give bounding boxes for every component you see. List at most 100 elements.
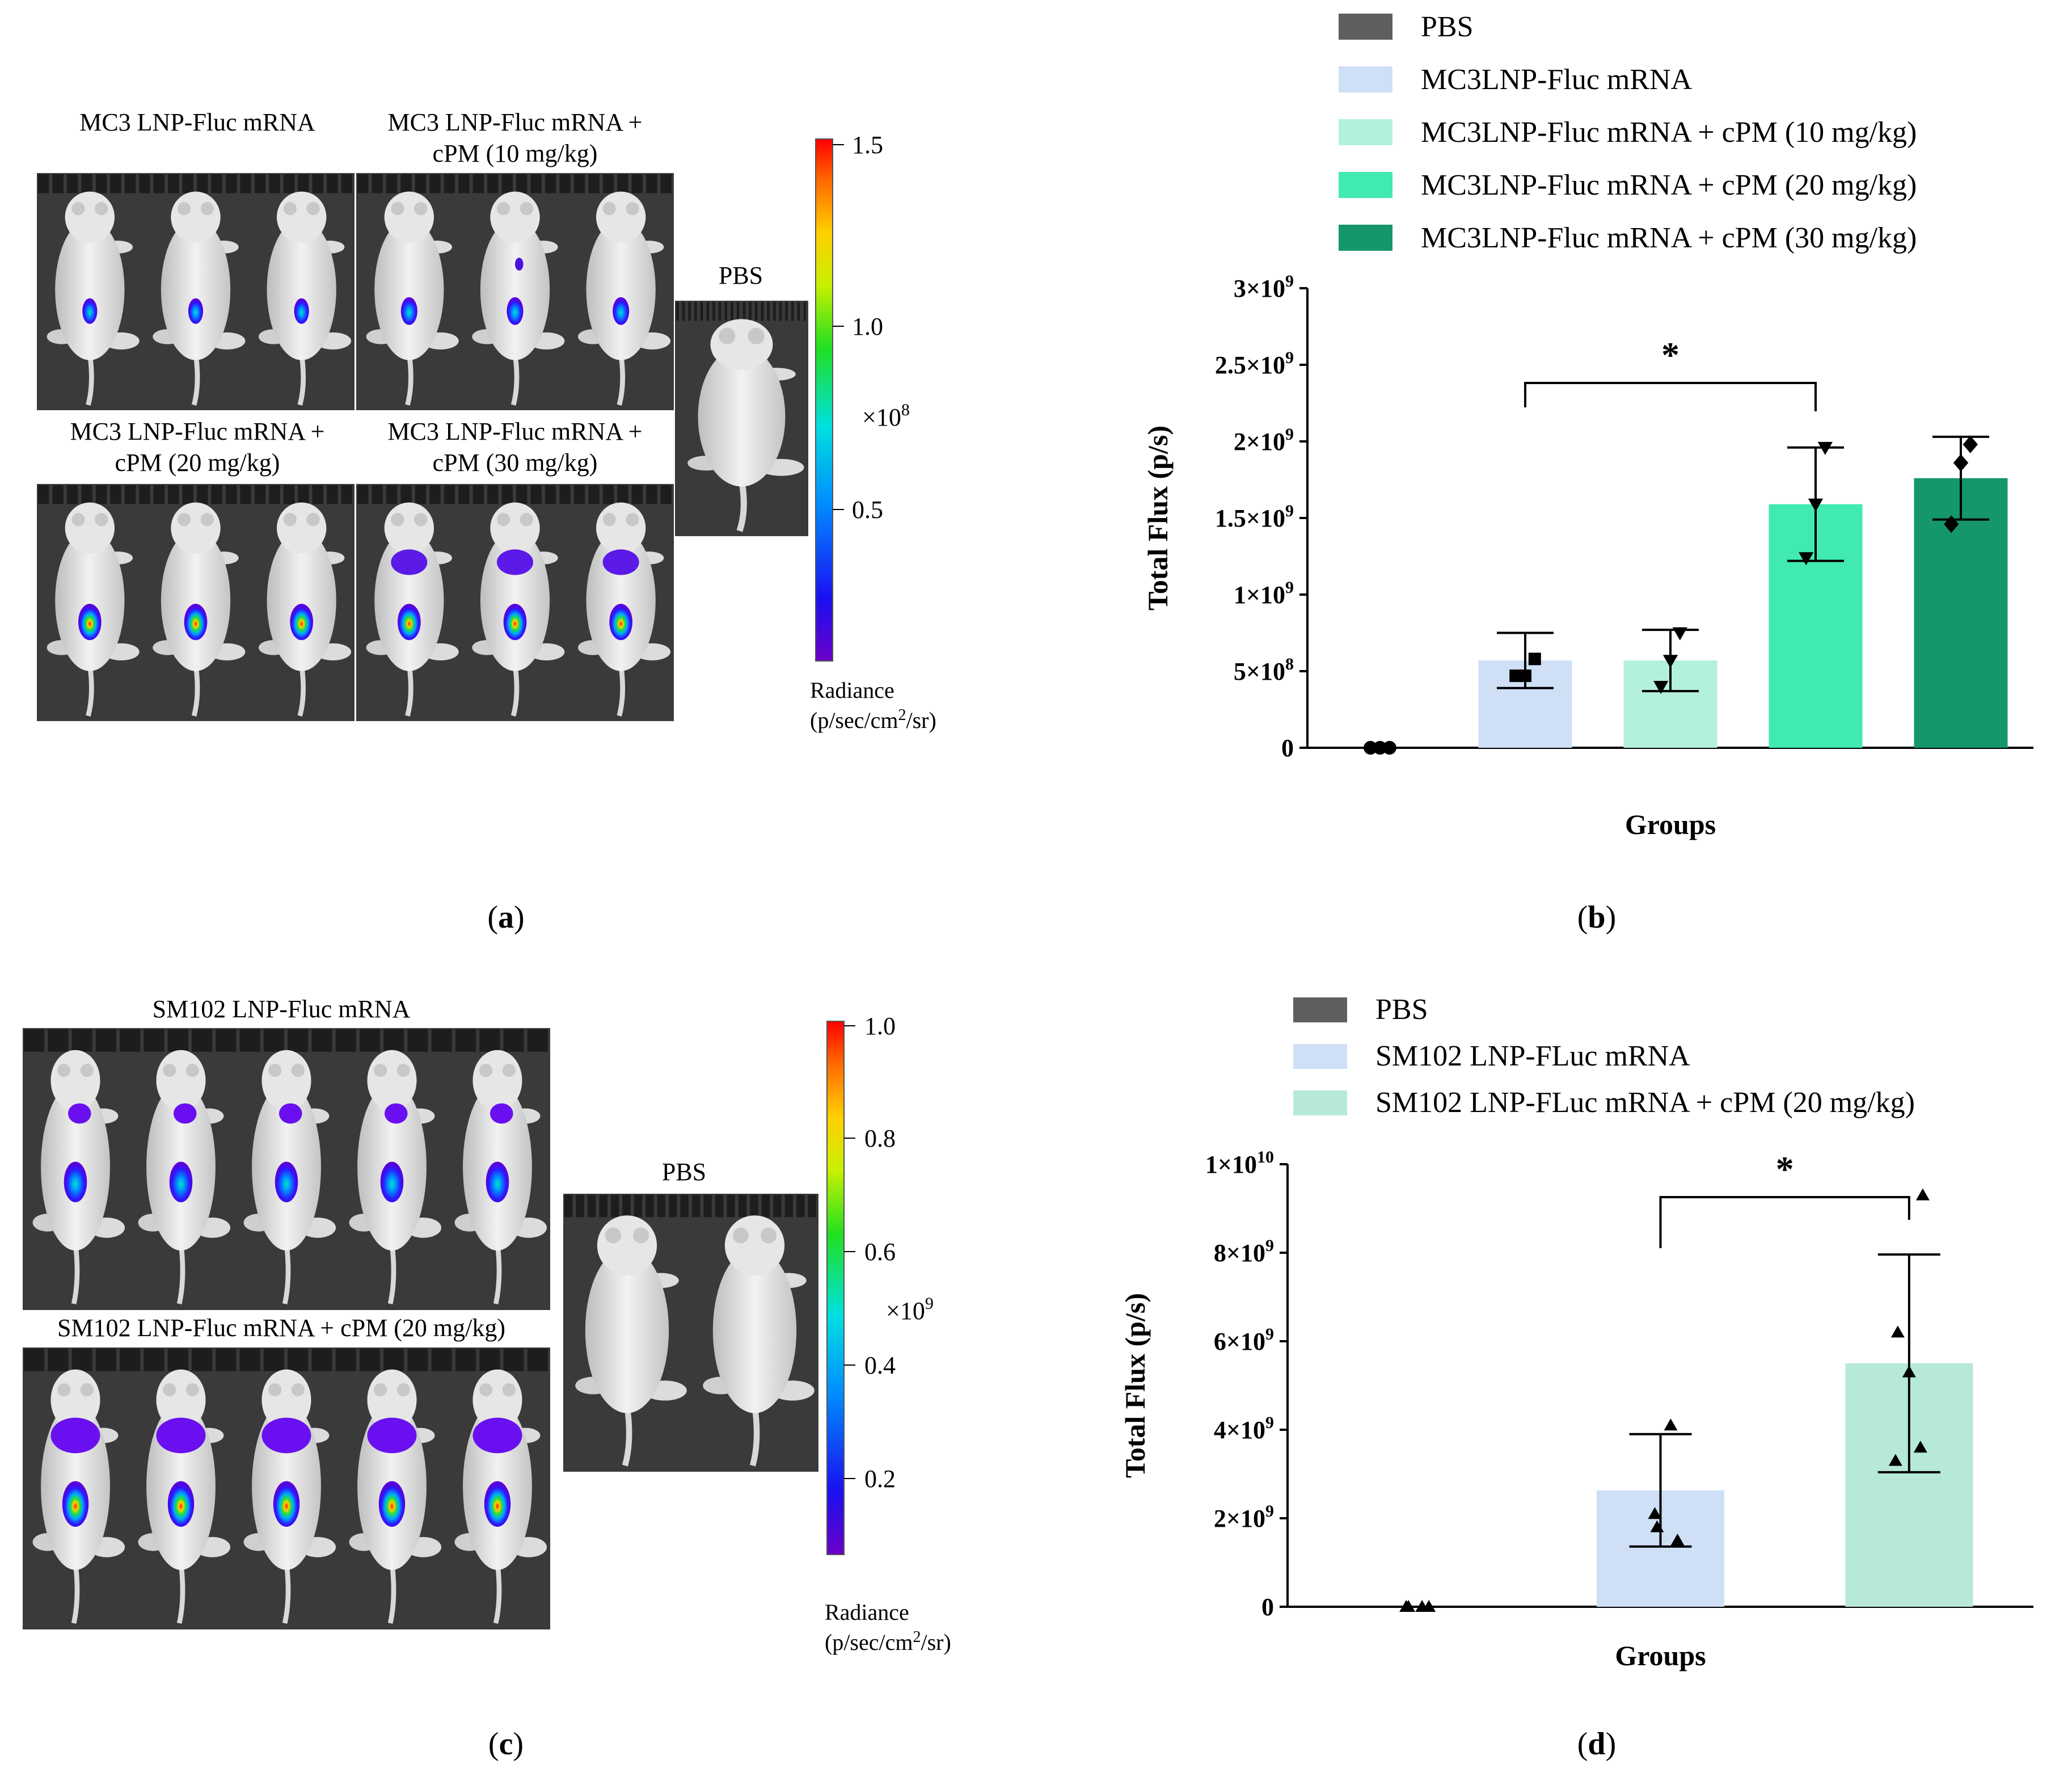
mouse-body (55, 219, 125, 360)
data-point (1808, 498, 1824, 512)
stage-bar (588, 485, 600, 504)
stage-bar (312, 174, 324, 193)
data-point (1890, 1325, 1905, 1338)
bioluminescence-signal (64, 1161, 87, 1203)
mouse (575, 1215, 687, 1467)
stage-bar (211, 485, 222, 504)
mouse-ear (719, 327, 736, 344)
data-point (1902, 1365, 1916, 1378)
stage-bar (66, 485, 78, 504)
colorbar-multiplier: ×108 (862, 401, 910, 431)
bioluminescence-signal (397, 604, 421, 641)
colorbar-tick-label: 0.8 (864, 1125, 896, 1152)
stage-bar (622, 1195, 631, 1218)
mouse (472, 502, 565, 717)
bioluminescence-signal (400, 297, 417, 325)
stage-bar (298, 485, 309, 504)
y-tick-label-exponent: 9 (1285, 348, 1294, 367)
mouse (454, 1050, 547, 1305)
stage-bar (335, 1349, 356, 1371)
stage-bar (750, 1195, 758, 1218)
mouse (47, 191, 140, 406)
stage-bar (240, 174, 251, 193)
stage-bar (95, 485, 107, 504)
mouse-ear (633, 1227, 649, 1244)
stage-bar (211, 174, 222, 193)
stage-bar (472, 485, 484, 504)
stage-bar (796, 1195, 805, 1218)
bioluminescence-signal (391, 549, 428, 575)
significance-bracket (1524, 382, 1817, 411)
stage-bar (573, 485, 585, 504)
colorbar-gradient (815, 138, 833, 662)
mouse-ear (283, 202, 297, 216)
stage-bar (738, 1195, 747, 1218)
stage-bar (52, 485, 64, 504)
data-point (1963, 436, 1978, 453)
stage-bar (197, 174, 208, 193)
y-tick-label-exponent: 8 (1285, 655, 1294, 673)
bioluminescence-signal (62, 1481, 89, 1527)
legend-swatch (1293, 1090, 1347, 1115)
stage-bar (110, 485, 121, 504)
stage-bar (646, 174, 657, 193)
image-label-line: PBS (662, 1158, 706, 1186)
mouse (703, 1215, 815, 1467)
y-tick-label-exponent: 9 (1285, 578, 1294, 597)
bioluminescence-signal (82, 298, 98, 324)
legend-label: MC3LNP-Fluc mRNA + cPM (10 mg/kg) (1421, 116, 1917, 149)
stage-bar (682, 302, 685, 321)
mouse-ear (268, 1383, 282, 1397)
y-tick-label-base: 4×10 (1214, 1416, 1265, 1444)
colorbar-title: Radiance (825, 1599, 909, 1625)
stage-bar (48, 1029, 69, 1052)
data-points (1364, 436, 1978, 755)
bars (1478, 478, 2008, 748)
colorbar: 1.0 0.8 0.6 0.4 0.2 ×109 Radiance (p/sec… (825, 1012, 951, 1655)
y-tick-label-base: 5×10 (1234, 658, 1285, 685)
colorbar-tick-label: 1.0 (864, 1012, 896, 1040)
x-axis-title: Groups (1615, 1640, 1706, 1671)
stage-bar (724, 302, 728, 321)
stage-bar (359, 1349, 381, 1371)
bioluminescence-signal (367, 1417, 417, 1454)
data-point (1653, 681, 1669, 694)
mouse-body (698, 346, 786, 487)
stage-bar (680, 1195, 689, 1218)
stage-bar (779, 302, 782, 321)
stage-bar (646, 485, 657, 504)
stage-bar (139, 485, 150, 504)
data-point (1528, 652, 1541, 666)
stage-bar (503, 1029, 524, 1052)
mouse-ear (602, 513, 616, 527)
stage-bar (599, 1195, 607, 1218)
stage-bar (444, 485, 455, 504)
mouse-body (585, 1248, 669, 1413)
stage-bar (283, 174, 295, 193)
stage-bar (516, 485, 528, 504)
mouse (687, 319, 804, 532)
stage-bar (48, 1349, 69, 1371)
y-tick-label: 2.5×109 (1215, 348, 1294, 379)
stage-bar (660, 485, 672, 504)
mouse (366, 502, 459, 717)
stage-bar (479, 1349, 500, 1371)
stage-bar (754, 302, 758, 321)
y-tick-label: 2×109 (1234, 425, 1294, 456)
mouse-ear (414, 202, 428, 216)
mouse-ear (163, 1383, 176, 1397)
mouse-ear (80, 1063, 94, 1077)
colorbar-tick-label: 0.2 (864, 1465, 896, 1493)
stage-bar (383, 1349, 404, 1371)
legend-swatch (1293, 1044, 1347, 1069)
stage-bar (288, 1029, 309, 1052)
stage-bar (81, 485, 92, 504)
stage-bar (527, 1349, 548, 1371)
stage-bar (341, 485, 352, 504)
y-tick-label: 0 (1281, 734, 1294, 762)
mouse (138, 1369, 231, 1624)
significance-label: * (1776, 1149, 1794, 1189)
panel-caption: (d) (1577, 1726, 1616, 1762)
mouse-ear (496, 513, 510, 527)
stage-bar (298, 174, 309, 193)
